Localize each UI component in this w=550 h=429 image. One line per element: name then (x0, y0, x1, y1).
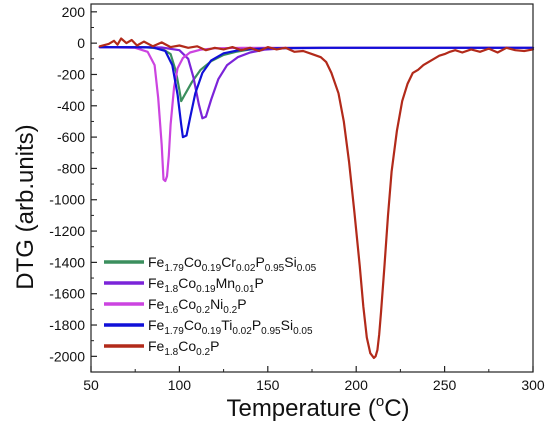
legend-label-4: Fe1.79Co0.19Ti0.02P0.95Si0.05 (148, 317, 313, 337)
y-tick-label: -800 (57, 160, 85, 176)
series-line-5 (98, 37, 535, 359)
x-tick-label: 150 (256, 377, 280, 393)
x-tick-label: 300 (521, 377, 545, 393)
x-axis-title: Temperature (oC) (226, 393, 409, 422)
x-tick-label: 200 (345, 377, 369, 393)
series-line-2 (98, 45, 535, 120)
x-tick-label: 250 (433, 377, 457, 393)
y-tick-label: -600 (57, 129, 85, 145)
y-tick-label: 200 (62, 4, 86, 20)
y-tick-label: -1000 (49, 192, 85, 208)
x-axis-title-degree: o (376, 393, 384, 410)
y-tick-label: -200 (57, 66, 85, 82)
y-tick-label: -400 (57, 98, 85, 114)
y-tick-label: 0 (77, 35, 85, 51)
y-tick-label: -1600 (49, 286, 85, 302)
legend-label-5: Fe1.8Co0.2P (148, 338, 219, 358)
legend-label-3: Fe1.6Co0.2Ni0.2P (148, 296, 247, 316)
series-line-3 (98, 45, 535, 183)
x-axis-title-unit: C) (384, 395, 409, 422)
x-axis-title-main: Temperature ( (226, 395, 375, 422)
legend-label-1: Fe1.79Co0.19Cr0.02P0.95Si0.05 (148, 254, 317, 274)
y-tick-label: -1800 (49, 317, 85, 333)
series-line-4 (98, 45, 535, 139)
legend-label-2: Fe1.8Co0.19Mn0.01P (148, 275, 264, 295)
legend: Fe1.79Co0.19Cr0.02P0.95Si0.05Fe1.8Co0.19… (104, 254, 317, 358)
y-axis-title: DTG (arb.units) (12, 124, 39, 289)
y-tick-label: -1200 (49, 223, 85, 239)
y-tick-label: -2000 (49, 348, 85, 364)
x-tick-label: 100 (168, 377, 192, 393)
x-tick-label: 50 (83, 377, 99, 393)
y-tick-label: -1400 (49, 254, 85, 270)
